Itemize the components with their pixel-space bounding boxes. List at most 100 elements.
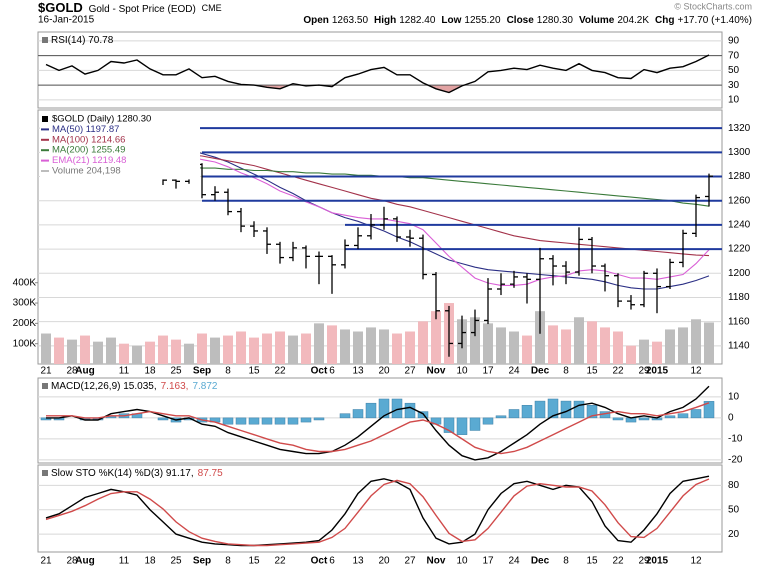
volume-bar <box>548 325 558 364</box>
histogram-bar <box>521 405 533 419</box>
legend: RSI(14) 70.78 <box>51 35 114 46</box>
panel <box>38 40 722 101</box>
histogram-bar <box>365 402 377 419</box>
volume-bar <box>275 331 285 364</box>
volume-bar <box>158 335 168 364</box>
x-tick-label: 24 <box>508 556 520 567</box>
x-tick-label: Oct <box>311 556 328 567</box>
credit: © StockCharts.com <box>674 1 752 11</box>
histogram-bar <box>352 409 364 419</box>
x-tick-label: 15 <box>248 366 260 377</box>
x-tick-label: 8 <box>563 366 569 377</box>
quote: Open 1263.50 High 1282.40 Low 1255.20 Close 128… <box>303 15 752 26</box>
quote-label: Open <box>303 15 329 26</box>
legend: Slow STO %K(14) %D(3) 91.17, 87.75 <box>51 468 223 479</box>
x-tick-label: 22 <box>274 366 286 377</box>
legend-box <box>40 113 200 180</box>
x-tick-label: 22 <box>612 366 624 377</box>
y-tick-label: 0 <box>728 413 734 424</box>
y2-tick-label: 200K <box>13 318 37 329</box>
volume-bar <box>145 341 155 364</box>
x-tick-label: 28 <box>66 556 78 567</box>
volume-bar <box>249 337 259 364</box>
x-tick-label: 17 <box>482 366 494 377</box>
series-line <box>45 475 710 547</box>
y2-tick-label: 300K <box>13 298 37 309</box>
legend-label: MA(200) 1255.49 <box>52 145 125 156</box>
histogram-bar <box>404 402 416 419</box>
y-tick-label: -20 <box>728 454 743 465</box>
histogram-bar <box>677 413 689 419</box>
x-tick-label: 20 <box>378 366 390 377</box>
x-tick-label: 12 <box>690 366 702 377</box>
date: 16-Jan-2015 <box>38 15 95 26</box>
histogram-bar <box>495 415 507 419</box>
x-tick-label: 8 <box>563 556 569 567</box>
x-tick-label: 8 <box>225 556 231 567</box>
x-tick-label: 24 <box>508 366 520 377</box>
panel <box>38 475 722 547</box>
volume-bar <box>691 319 701 364</box>
histogram-bar <box>261 417 273 425</box>
x-tick-label: 27 <box>404 556 416 567</box>
volume-bar <box>80 335 90 364</box>
histogram-bar <box>612 417 624 421</box>
histogram-bar <box>235 417 247 425</box>
panel <box>38 385 722 461</box>
quote-value: 1255.20 <box>464 15 501 26</box>
volume-bar <box>67 339 77 364</box>
volume-bar <box>223 335 233 364</box>
histogram-bar <box>534 400 546 419</box>
volume-bar <box>288 335 298 364</box>
volume-bar <box>483 323 493 364</box>
volume-bar <box>405 331 415 364</box>
quote-label: Close <box>507 15 535 26</box>
legend-swatch <box>42 383 48 389</box>
panel <box>38 127 722 364</box>
x-tick-label: 15 <box>586 366 598 377</box>
x-tick-label: 17 <box>482 556 494 567</box>
x-tick-label: 25 <box>170 366 182 377</box>
x-tick-label: 12 <box>690 556 702 567</box>
legend-label: MACD(12,26,9) 15.035, <box>51 381 157 392</box>
volume-bar <box>392 333 402 364</box>
y-tick-label: 90 <box>728 35 740 46</box>
volume-bar <box>418 321 428 364</box>
quote-label: Volume <box>579 15 615 26</box>
y-tick-label: 1140 <box>728 340 750 351</box>
y2-tick-label: 100K <box>13 338 37 349</box>
x-tick-label: 13 <box>352 556 364 567</box>
volume-bar <box>574 317 584 364</box>
x-tick-label: 6 <box>329 366 335 377</box>
x-tick-label: 6 <box>329 556 335 567</box>
exchange: CME <box>202 3 222 13</box>
volume-bar <box>665 329 675 364</box>
quote-label: Low <box>441 15 461 26</box>
quote-value: +17.70 (+1.40%) <box>678 15 753 26</box>
histogram-bar <box>573 400 585 419</box>
histogram-bar <box>703 401 715 419</box>
volume-bar <box>106 337 116 364</box>
legend-label: MA(100) 1214.66 <box>52 134 125 145</box>
volume-bar <box>197 333 207 364</box>
volume-bar <box>470 317 480 364</box>
volume-bar <box>41 333 51 364</box>
legend: MACD(12,26,9) 15.035, 7.163, 7.872 <box>51 381 218 392</box>
y-tick-label: 20 <box>728 529 740 540</box>
volume-bar <box>379 329 389 364</box>
instrument-name: Gold - Spot Price (EOD) <box>89 4 196 15</box>
x-tick-label: Nov <box>427 556 446 567</box>
x-tick-label: 13 <box>352 366 364 377</box>
y-tick-label: 10 <box>728 392 740 403</box>
volume-bar <box>314 323 324 364</box>
legend-label: Slow STO %K(14) %D(3) 91.17, <box>51 468 194 479</box>
histogram-bar <box>339 413 351 419</box>
y2-tick-label: 400K <box>13 277 37 288</box>
volume-bar <box>184 343 194 364</box>
symbol: $GOLD <box>38 0 83 15</box>
y-tick-label: 10 <box>728 95 740 106</box>
y-tick-label: 70 <box>728 50 740 61</box>
x-tick-label: 2015 <box>646 366 669 377</box>
histogram-bar <box>300 417 312 423</box>
